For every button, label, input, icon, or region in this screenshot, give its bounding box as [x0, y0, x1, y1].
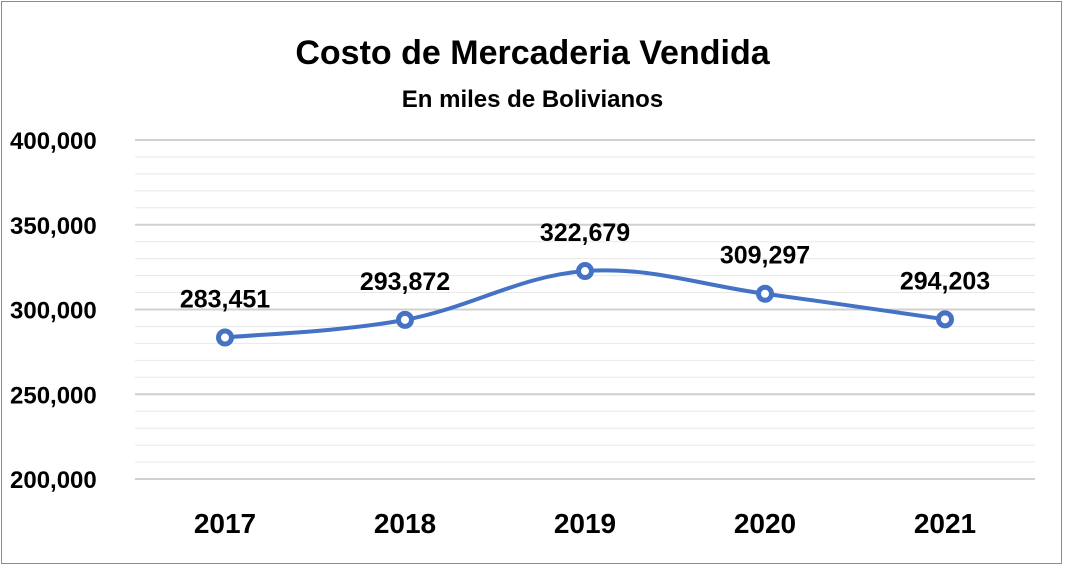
data-label: 309,297 [720, 242, 810, 270]
y-axis-ticks: 200,000 250,000 300,000 350,000 400,000 [10, 128, 97, 494]
y-tick-label: 350,000 [10, 213, 97, 240]
data-label: 283,451 [180, 286, 270, 314]
x-tick-label: 2021 [914, 508, 976, 539]
chart-subtitle: En miles de Bolivianos [401, 86, 664, 113]
y-tick-label: 250,000 [10, 382, 97, 409]
data-label: 294,203 [900, 267, 990, 295]
data-point [936, 310, 954, 329]
data-point [216, 328, 234, 347]
data-label: 322,679 [540, 219, 630, 247]
x-axis-ticks: 2017 2018 2019 2020 2021 [194, 508, 976, 539]
y-tick-label: 400,000 [10, 128, 97, 155]
data-point [756, 284, 774, 303]
data-point [396, 310, 414, 329]
x-tick-label: 2017 [194, 508, 256, 539]
data-points [216, 262, 954, 347]
x-tick-label: 2018 [374, 508, 436, 539]
x-tick-label: 2020 [734, 508, 796, 539]
x-tick-label: 2019 [554, 508, 616, 539]
data-labels: 283,451 293,872 322,679 309,297 294,203 [180, 219, 990, 313]
series-line [223, 268, 947, 340]
y-tick-label: 300,000 [10, 298, 97, 325]
chart-title: Costo de Mercaderia Vendida [295, 34, 770, 72]
data-label: 293,872 [360, 268, 450, 296]
y-tick-label: 200,000 [10, 467, 97, 494]
data-point [576, 262, 594, 281]
